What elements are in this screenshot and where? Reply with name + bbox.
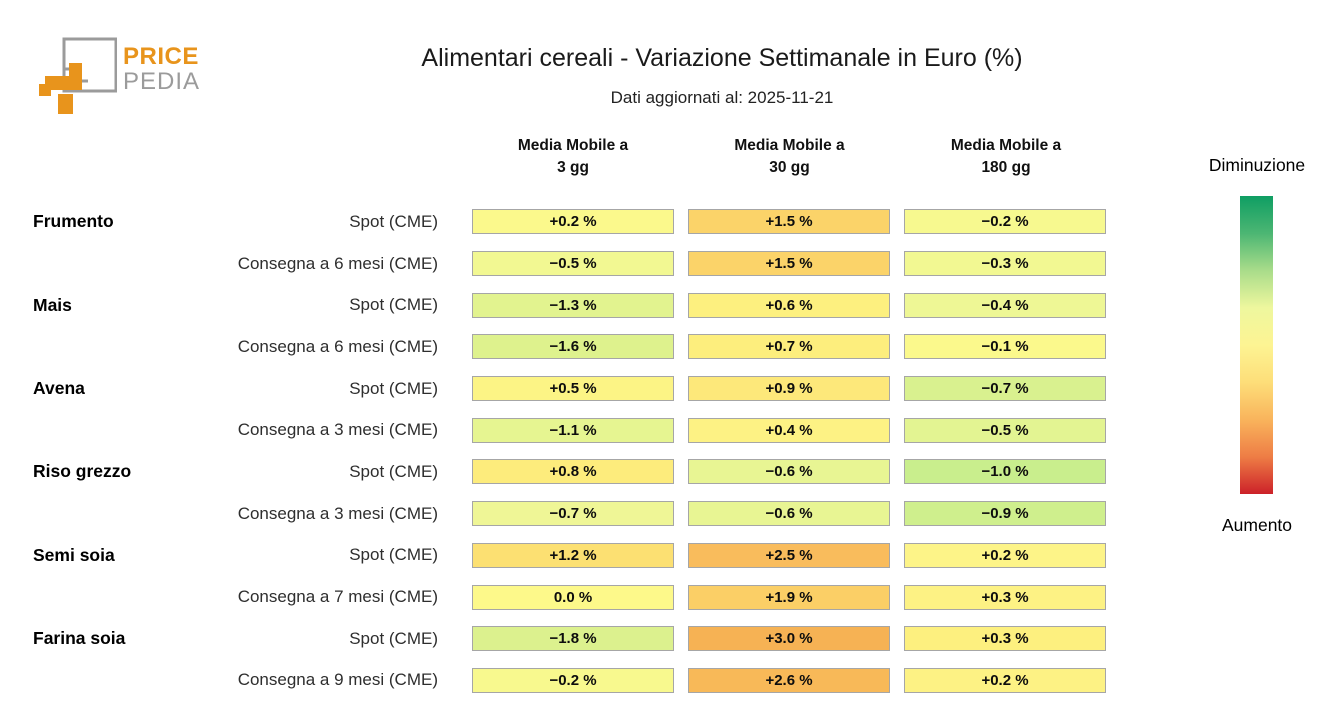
pricepedia-logo: PRICE PEDIA [37,36,200,118]
heatmap-cell: −0.5 % [472,251,674,277]
commodity-group-label: Mais [33,294,72,315]
heatmap-row: Frumento Spot (CME) +0.2 % +1.5 % −0.2 % [0,201,1107,243]
heatmap-cell: −0.1 % [904,334,1106,360]
heatmap-cell: +0.2 % [904,667,1106,693]
heatmap-cell: +0.3 % [904,584,1106,610]
column-header-line2: 180 gg [981,159,1031,176]
heatmap-cell: −0.6 % [688,459,890,485]
series-label: Consegna a 3 mesi (CME) [237,503,438,523]
heatmap-row: Consegna a 3 mesi (CME) −1.1 % +0.4 % −0.5 … [0,409,1107,451]
series-label: Spot (CME) [349,378,438,398]
column-header-line2: 30 gg [769,159,810,176]
heatmap-cell: −1.3 % [472,292,674,318]
heatmap-cell: −0.9 % [904,501,1106,527]
heatmap-body: Frumento Spot (CME) +0.2 % +1.5 % −0.2 % Cons… [0,201,1107,701]
heatmap-cell: +0.3 % [904,626,1106,652]
commodity-group-label: Riso grezzo [33,461,132,482]
heatmap-cell: −0.2 % [904,209,1106,235]
column-header-30gg: Media Mobile a 30 gg [688,135,891,179]
heatmap-cell: −1.8 % [472,626,674,652]
series-label: Consegna a 3 mesi (CME) [237,420,438,440]
column-header-line1: Media Mobile a [517,137,629,154]
heatmap-cell: −1.0 % [904,459,1106,485]
series-label: Spot (CME) [349,545,438,565]
heatmap-cell: +0.2 % [904,542,1106,568]
pricepedia-logo-text: PRICE PEDIA [123,44,200,94]
column-header-line1: Media Mobile a [950,137,1062,154]
heatmap-cell: −1.1 % [472,417,674,443]
heatmap-row: Consegna a 3 mesi (CME) −0.7 % −0.6 % −0.9 … [0,493,1107,535]
heatmap-cell: 0.0 % [472,584,674,610]
column-header-line2: 3 gg [557,159,589,176]
heatmap-cell: +1.5 % [688,251,890,277]
heatmap-row: Consegna a 6 mesi (CME) −0.5 % +1.5 % −0.3 … [0,243,1107,285]
heatmap-cell: −0.4 % [904,292,1106,318]
colorbar-gradient [1240,196,1273,494]
commodity-group-label: Farina soia [33,628,126,649]
heatmap-cell: −0.7 % [904,376,1106,402]
series-label: Consegna a 6 mesi (CME) [237,253,438,273]
heatmap-cell: −1.6 % [472,334,674,360]
heatmap-cell: −0.6 % [688,501,890,527]
heatmap-row: Riso grezzo Spot (CME) +0.8 % −0.6 % −1.0 % [0,451,1107,493]
heatmap-row: Avena Spot (CME) +0.5 % +0.9 % −0.7 % [0,368,1107,410]
commodity-group-label: Frumento [33,211,114,232]
heatmap-cell: +0.9 % [688,376,890,402]
series-label: Spot (CME) [349,295,438,315]
heatmap-cell: +0.4 % [688,417,890,443]
column-header-line1: Media Mobile a [734,137,845,154]
heatmap-row: Mais Spot (CME) −1.3 % +0.6 % −0.4 % [0,284,1107,326]
legend-decrease-label: Diminuzione [1208,155,1306,175]
heatmap-cell: +0.5 % [472,376,674,402]
heatmap-cell: −0.7 % [472,501,674,527]
logo-word-pedia: PEDIA [123,68,201,95]
heatmap-cell: −0.5 % [904,417,1106,443]
heatmap-row: Consegna a 6 mesi (CME) −1.6 % +0.7 % −0.1 … [0,326,1107,368]
pricepedia-logo-icon [39,37,117,114]
commodity-group-label: Avena [33,378,85,399]
heatmap-cell: +1.9 % [688,584,890,610]
series-label: Consegna a 9 mesi (CME) [237,670,438,690]
series-label: Spot (CME) [349,628,438,648]
heatmap-cell: +1.5 % [688,209,890,235]
heatmap-cell: +0.8 % [472,459,674,485]
series-label: Consegna a 6 mesi (CME) [237,336,438,356]
page-title: Alimentari cereali - Variazione Settiman… [421,44,1023,72]
series-label: Spot (CME) [349,461,438,481]
logo-word-price: PRICE [123,43,199,70]
heatmap-cell: +3.0 % [688,626,890,652]
column-header-3gg: Media Mobile a 3 gg [472,135,674,179]
heatmap-cell: +0.2 % [472,209,674,235]
legend-increase-label: Aumento [1221,515,1293,535]
heatmap-cell: −0.3 % [904,251,1106,277]
series-label: Spot (CME) [349,211,438,231]
heatmap-row: Consegna a 9 mesi (CME) −0.2 % +2.6 % +0.2 … [0,660,1107,702]
series-label: Consegna a 7 mesi (CME) [237,587,438,607]
heatmap-cell: +2.6 % [688,667,890,693]
commodity-group-label: Semi soia [33,544,115,565]
heatmap-cell: +2.5 % [688,542,890,568]
heatmap-cell: +1.2 % [472,542,674,568]
column-header-180gg: Media Mobile a 180 gg [905,135,1107,179]
heatmap-row: Semi soia Spot (CME) +1.2 % +2.5 % +0.2 % [0,535,1107,577]
heatmap-row: Consegna a 7 mesi (CME) 0.0 % +1.9 % +0.3 % [0,576,1107,618]
heatmap-cell: +0.6 % [688,292,890,318]
data-updated-subtitle: Dati aggiornati al: 2025-11-21 [610,88,834,107]
heatmap-cell: +0.7 % [688,334,890,360]
heatmap-row: Farina soia Spot (CME) −1.8 % +3.0 % +0.3 % [0,618,1107,660]
heatmap-cell: −0.2 % [472,667,674,693]
